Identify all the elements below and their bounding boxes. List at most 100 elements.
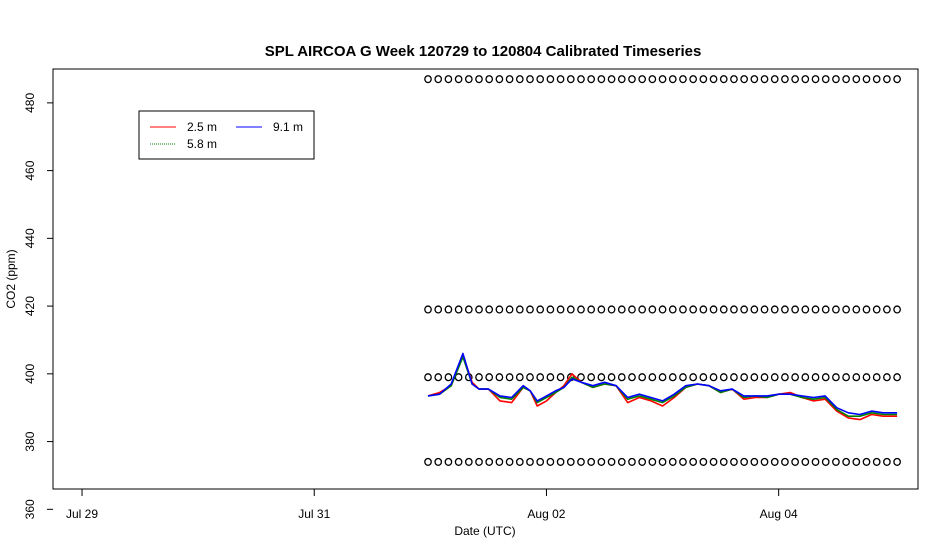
calibration-marker-374-42 (852, 457, 861, 466)
y-tick-label-460: 460 (23, 160, 37, 180)
y-tick-label-360: 360 (23, 499, 37, 519)
calibration-marker-419-7 (495, 305, 504, 314)
calibration-marker-399-42 (852, 373, 861, 382)
calibration-marker-487-4 (464, 75, 473, 84)
y-tick-label-480: 480 (23, 93, 37, 113)
calibration-marker-487-23 (658, 75, 667, 84)
calibration-marker-374-36 (791, 457, 799, 466)
calibration-marker-419-37 (801, 305, 810, 314)
calibration-marker-487-32 (750, 75, 759, 84)
calibration-marker-399-7 (495, 373, 504, 382)
calibration-marker-374-2 (444, 457, 453, 466)
calibration-marker-399-18 (607, 373, 616, 382)
calibration-marker-374-41 (842, 457, 850, 466)
calibration-marker-399-28 (709, 373, 718, 382)
calibration-marker-419-24 (668, 305, 677, 314)
calibration-marker-487-14 (566, 75, 575, 84)
calibration-marker-419-40 (832, 305, 840, 314)
calibration-marker-399-2 (444, 373, 453, 382)
calibration-marker-399-1 (434, 373, 443, 382)
calibration-markers (424, 75, 901, 466)
calibration-marker-374-26 (689, 457, 698, 466)
calibration-marker-374-29 (719, 457, 728, 466)
calibration-marker-419-26 (689, 305, 698, 314)
calibration-marker-399-16 (587, 373, 596, 382)
calibration-marker-487-46 (893, 75, 901, 84)
calibration-marker-419-6 (485, 305, 494, 314)
calibration-marker-374-45 (883, 457, 891, 466)
calibration-marker-399-45 (883, 373, 891, 382)
calibration-marker-487-43 (862, 75, 871, 84)
calibration-marker-399-5 (475, 373, 483, 382)
calibration-marker-374-9 (515, 457, 524, 466)
series-line-5-8-m (427, 356, 898, 418)
calibration-marker-374-11 (536, 457, 545, 466)
legend-box (138, 110, 315, 160)
calibration-marker-374-16 (587, 457, 596, 466)
calibration-marker-487-5 (475, 75, 483, 84)
calibration-marker-487-31 (740, 75, 748, 84)
y-tick-label-420: 420 (23, 296, 37, 316)
calibration-marker-374-25 (679, 457, 687, 466)
calibration-marker-419-45 (883, 305, 891, 314)
calibration-marker-399-10 (526, 373, 534, 382)
legend-label-9-1m: 9.1 m (273, 120, 303, 134)
calibration-marker-487-15 (577, 75, 585, 84)
calibration-marker-399-35 (781, 373, 789, 382)
x-axis: Jul 29 Jul 31 Aug 02 Aug 04 (66, 489, 798, 521)
calibration-marker-487-40 (832, 75, 840, 84)
calibration-marker-487-29 (719, 75, 728, 84)
calibration-marker-399-44 (872, 373, 881, 382)
calibration-marker-399-11 (536, 373, 545, 382)
calibration-marker-374-33 (760, 457, 769, 466)
calibration-marker-374-1 (434, 457, 443, 466)
calibration-marker-487-12 (546, 75, 555, 84)
calibration-marker-399-43 (862, 373, 871, 382)
calibration-marker-399-30 (730, 373, 738, 382)
calibration-marker-419-22 (648, 305, 657, 314)
calibration-marker-487-35 (781, 75, 789, 84)
calibration-marker-374-22 (648, 457, 657, 466)
calibration-marker-487-36 (791, 75, 799, 84)
calibration-marker-487-24 (668, 75, 677, 84)
calibration-marker-419-34 (770, 305, 779, 314)
calibration-marker-487-6 (485, 75, 494, 84)
x-tick-label-3: Aug 04 (760, 507, 798, 521)
calibration-marker-399-13 (556, 373, 565, 382)
legend-label-2-5m: 2.5 m (187, 120, 217, 134)
calibration-marker-374-39 (821, 457, 830, 466)
calibration-marker-399-38 (811, 373, 820, 382)
calibration-marker-419-25 (679, 305, 687, 314)
calibration-marker-374-10 (526, 457, 534, 466)
calibration-marker-374-18 (607, 457, 616, 466)
calibration-marker-487-19 (617, 75, 626, 84)
calibration-marker-419-0 (424, 305, 432, 314)
calibration-marker-399-34 (770, 373, 779, 382)
plot-frame (52, 68, 919, 490)
calibration-marker-374-4 (464, 457, 473, 466)
y-tick-label-380: 380 (23, 431, 37, 451)
chart-title: SPL AIRCOA G Week 120729 to 120804 Calib… (265, 43, 702, 60)
y-tick-label-440: 440 (23, 228, 37, 248)
calibration-marker-419-10 (526, 305, 534, 314)
calibration-marker-487-20 (628, 75, 636, 84)
calibration-marker-374-30 (730, 457, 738, 466)
legend: 2.5 m 9.1 m 5.8 m (138, 110, 315, 160)
series-lines (427, 352, 898, 421)
calibration-marker-399-6 (485, 373, 494, 382)
calibration-marker-374-17 (597, 457, 606, 466)
x-tick-label-2: Aug 02 (527, 507, 565, 521)
calibration-marker-374-40 (832, 457, 840, 466)
calibration-marker-374-20 (628, 457, 636, 466)
calibration-marker-419-12 (546, 305, 555, 314)
calibration-marker-419-19 (617, 305, 626, 314)
calibration-marker-399-21 (638, 373, 647, 382)
calibration-marker-374-3 (454, 457, 463, 466)
calibration-marker-419-21 (638, 305, 647, 314)
calibration-marker-419-44 (872, 305, 881, 314)
calibration-marker-487-18 (607, 75, 616, 84)
x-tick-label-0: Jul 29 (66, 507, 98, 521)
calibration-marker-487-1 (434, 75, 443, 84)
calibration-marker-399-22 (648, 373, 657, 382)
calibration-marker-374-27 (699, 457, 708, 466)
